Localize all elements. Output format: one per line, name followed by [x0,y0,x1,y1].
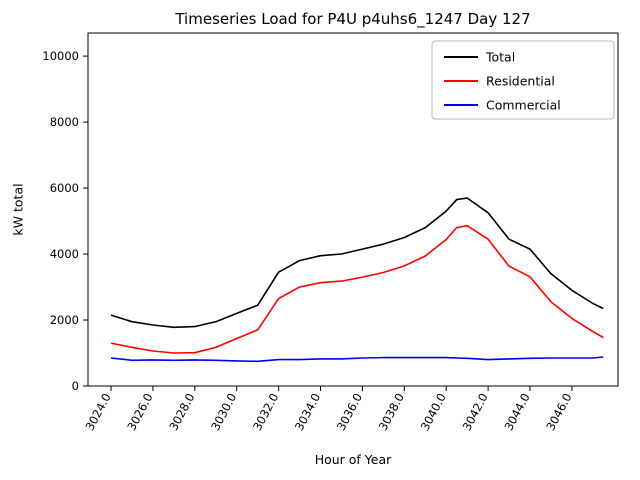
x-tick-label: 3032.0 [250,391,281,433]
chart-title: Timeseries Load for P4U p4uhs6_1247 Day … [175,10,531,28]
x-tick-label: 3028.0 [166,391,197,433]
y-tick-label: 4000 [50,247,79,261]
legend-label-total: Total [485,50,515,65]
x-tick-label: 3036.0 [334,391,365,433]
x-tick-label: 3030.0 [208,391,239,433]
line-commercial [110,356,604,363]
x-tick-label: 3044.0 [501,391,532,433]
y-tick-label: 10000 [42,49,79,63]
x-axis-label: Hour of Year [314,452,392,467]
legend-label-commercial: Commercial [486,98,561,113]
y-tick-label: 8000 [50,115,79,129]
legend-label-residential: Residential [486,74,555,89]
x-tick-label: 3026.0 [124,391,155,433]
legend-box [431,40,615,120]
x-tick-label: 3024.0 [82,391,113,433]
y-tick-label: 6000 [50,181,79,195]
x-tick-label: 3042.0 [460,391,491,433]
x-tick-label: 3046.0 [543,391,574,433]
y-tick-label: 2000 [50,313,79,327]
axes-frame [87,32,619,387]
x-tick-label: 3038.0 [376,391,407,433]
y-axis-label: kW total [10,183,26,236]
x-tick-label: 3034.0 [292,391,323,433]
y-tick-label: 0 [72,379,79,393]
line-residential [110,224,604,354]
line-total [110,197,604,329]
x-tick-label: 3040.0 [418,391,449,433]
